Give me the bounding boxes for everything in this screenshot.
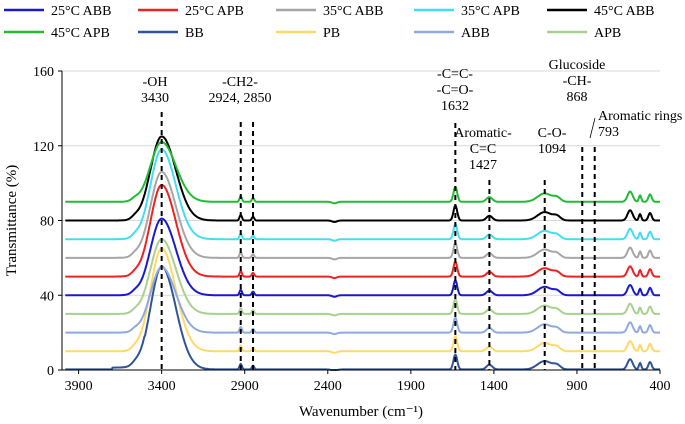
- x-tick-label-3900: 3900: [65, 379, 93, 394]
- x-tick-label-1400: 1400: [480, 379, 508, 394]
- series-line-apb: [65, 238, 661, 317]
- series-line-abb: [65, 266, 661, 336]
- series-line-25c-abb: [65, 217, 661, 298]
- axes: 0 40 80 120 160 3900 3400 2900 2400 1900 1400 900 40…: [4, 65, 671, 420]
- x-tick-label-400: 400: [650, 379, 671, 394]
- reference-label-1632: -C=C--C=O-1632: [437, 67, 474, 114]
- legend-label-45c-apb: 45°C APB: [51, 26, 110, 41]
- reference-label-793: Aromatic rings 793: [598, 109, 682, 140]
- y-axis-label: Transmittance (%): [4, 165, 20, 277]
- plot-area: [62, 70, 661, 371]
- x-tick-label-2900: 2900: [231, 379, 259, 394]
- series-line-45c-apb: [65, 141, 661, 205]
- y-tick-label-40: 40: [40, 289, 54, 304]
- y-tick-label-160: 160: [33, 65, 54, 80]
- reference-label-1094: C-O-1094: [538, 126, 567, 157]
- legend-label-35c-abb: 35°C ABB: [323, 4, 383, 19]
- x-tick-label-900: 900: [566, 379, 587, 394]
- y-tick-label-0: 0: [47, 364, 54, 379]
- x-axis-label: Wavenumber (cm⁻¹): [299, 404, 423, 420]
- series-line-35c-abb: [65, 170, 661, 261]
- reference-label-2924: -CH2-2924, 2850: [209, 75, 272, 106]
- y-tick-label-80: 80: [40, 215, 54, 230]
- legend: 25°C ABB 25°C APB 35°C ABB 35°C APB 45°C ABB…: [4, 4, 654, 41]
- aromatic-rings-leader: [589, 117, 596, 139]
- series-line-45c-abb: [65, 135, 661, 223]
- legend-label-25c-abb: 25°C ABB: [51, 4, 111, 19]
- annotations: -OH 3430 -CH2-2924, 2850 -C=C--C=O-1632 Arom…: [141, 58, 682, 370]
- x-tick-label-3400: 3400: [148, 379, 176, 394]
- x-tick-label-2400: 2400: [314, 379, 342, 394]
- legend-label-abb: ABB: [461, 26, 490, 41]
- reference-label-3400: -OH 3430: [141, 75, 169, 106]
- legend-label-25c-apb: 25°C APB: [185, 4, 244, 19]
- series-line-25c-apb: [65, 184, 661, 280]
- legend-label-35c-apb: 35°C APB: [461, 4, 520, 19]
- x-tick-label-1900: 1900: [397, 379, 425, 394]
- legend-label-45c-abb: 45°C ABB: [594, 4, 654, 19]
- legend-label-bb: BB: [185, 26, 204, 41]
- y-tick-label-120: 120: [33, 140, 54, 155]
- legend-label-pb: PB: [323, 26, 340, 41]
- legend-label-apb: APB: [594, 26, 621, 41]
- series-line-35c-apb: [65, 148, 661, 242]
- reference-label-868: Glucoside -CH-868: [549, 58, 606, 105]
- series-line-pb: [65, 247, 661, 354]
- reference-label-1427: Aromatic-C=C 1427: [454, 126, 512, 173]
